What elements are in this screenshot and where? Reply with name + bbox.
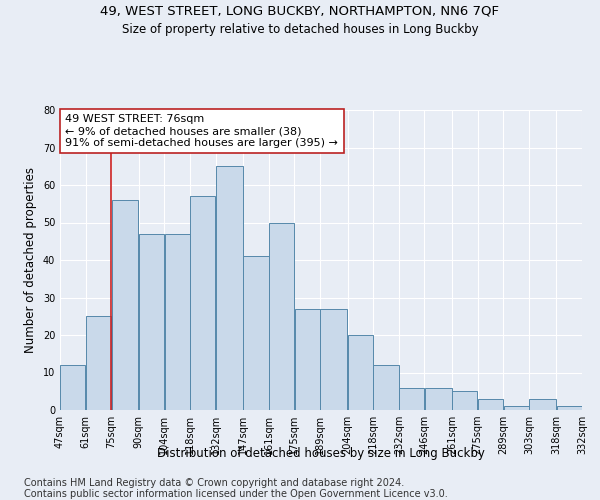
Bar	[399, 388, 424, 410]
Bar	[452, 391, 478, 410]
Bar	[60, 365, 85, 410]
Text: Contains public sector information licensed under the Open Government Licence v3: Contains public sector information licen…	[24, 489, 448, 499]
Bar	[503, 406, 529, 410]
Text: Contains HM Land Registry data © Crown copyright and database right 2024.: Contains HM Land Registry data © Crown c…	[24, 478, 404, 488]
Bar	[139, 234, 164, 410]
Bar	[373, 365, 398, 410]
Bar	[557, 406, 582, 410]
Bar	[216, 166, 243, 410]
Bar	[190, 196, 215, 410]
Bar	[86, 316, 111, 410]
Y-axis label: Number of detached properties: Number of detached properties	[24, 167, 37, 353]
Bar	[320, 308, 347, 410]
Bar	[529, 399, 556, 410]
Bar	[295, 308, 320, 410]
Text: Distribution of detached houses by size in Long Buckby: Distribution of detached houses by size …	[157, 448, 485, 460]
Text: 49 WEST STREET: 76sqm
← 9% of detached houses are smaller (38)
91% of semi-detac: 49 WEST STREET: 76sqm ← 9% of detached h…	[65, 114, 338, 148]
Text: Size of property relative to detached houses in Long Buckby: Size of property relative to detached ho…	[122, 22, 478, 36]
Bar	[269, 222, 294, 410]
Text: 49, WEST STREET, LONG BUCKBY, NORTHAMPTON, NN6 7QF: 49, WEST STREET, LONG BUCKBY, NORTHAMPTO…	[101, 5, 499, 18]
Bar	[164, 234, 190, 410]
Bar	[112, 200, 139, 410]
Bar	[348, 335, 373, 410]
Bar	[244, 256, 269, 410]
Bar	[425, 388, 452, 410]
Bar	[478, 399, 503, 410]
